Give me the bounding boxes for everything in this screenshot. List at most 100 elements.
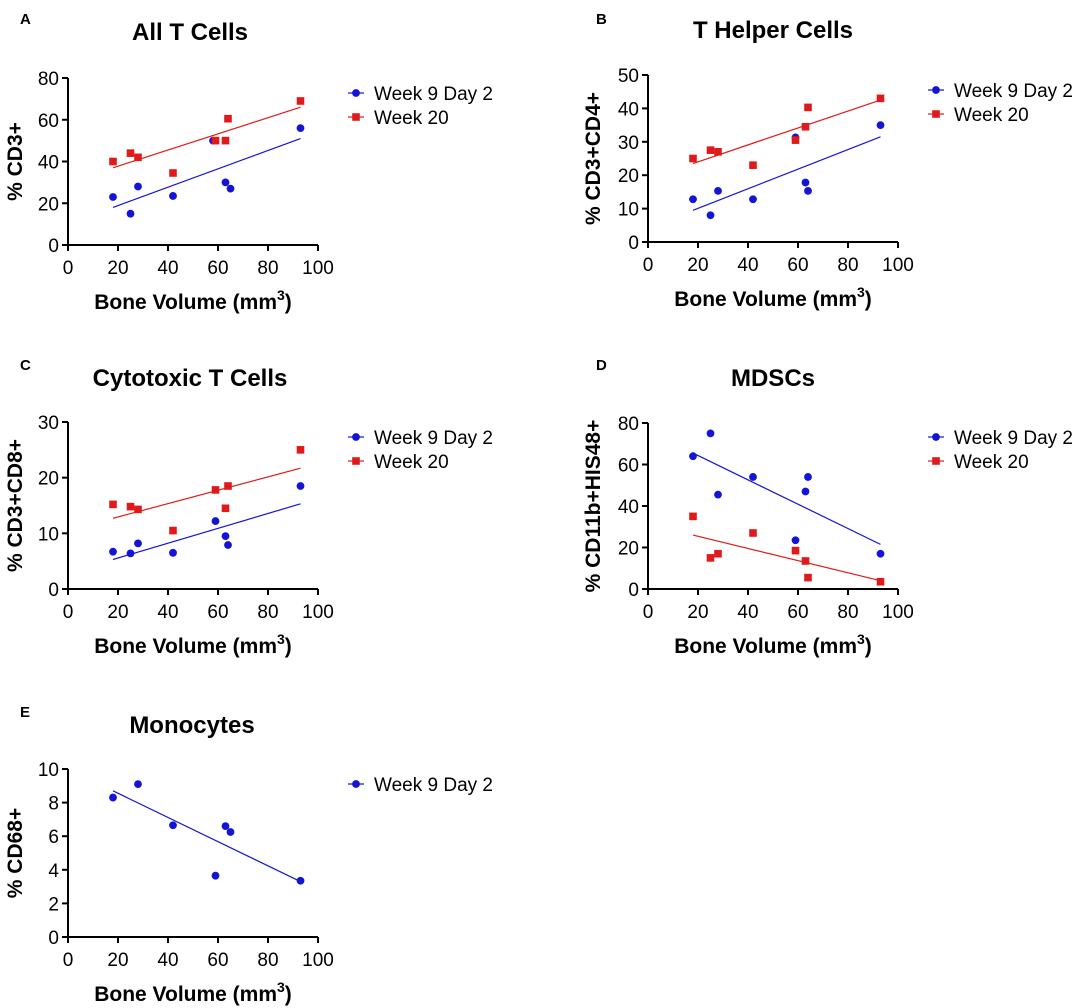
x-tick-label-e: 40 xyxy=(157,950,178,971)
x-tick-label-b: 80 xyxy=(837,255,858,276)
data-point-series-2-c xyxy=(221,504,230,513)
y-tick-label-a: 0 xyxy=(48,236,59,257)
y-tick-label-a: 80 xyxy=(38,69,59,90)
y-tick-label-c: 20 xyxy=(38,469,59,490)
data-point-series-1-d xyxy=(804,473,812,481)
x-tick-label-e: 20 xyxy=(107,950,128,971)
data-point-series-1-b xyxy=(706,211,715,220)
data-point-series-2-a xyxy=(109,157,117,166)
data-point-series-2-b xyxy=(876,94,885,103)
y-tick-label-a: 60 xyxy=(38,111,59,132)
x-tick-label-e: 100 xyxy=(302,950,334,971)
x-axis-label-c: Bone Volume (mm3) xyxy=(94,631,292,658)
x-axis-label-d: Bone Volume (mm3) xyxy=(674,631,872,658)
data-point-series-2-b xyxy=(706,146,715,154)
chart-title-b: T Helper Cells xyxy=(693,17,853,44)
x-tick-label-c: 80 xyxy=(257,602,278,623)
y-tick-label-b: 50 xyxy=(618,66,639,87)
panel-a: A All T Cells 0 20 40 60 80 0 20 40 60 80 100 Bone Vo… xyxy=(4,11,493,314)
series-1-e xyxy=(109,780,305,885)
series-1-b xyxy=(689,121,885,220)
legend-marker-series-2-c xyxy=(352,457,360,465)
x-tick-label-a: 20 xyxy=(107,258,128,279)
data-point-series-1-a xyxy=(134,182,142,191)
x-tick-label-d: 40 xyxy=(737,602,758,623)
data-point-series-2-c xyxy=(296,446,305,454)
y-tick-label-e: 0 xyxy=(48,928,59,949)
y-tick-label-c: 0 xyxy=(48,580,59,601)
data-point-series-2-c xyxy=(126,502,135,511)
y-axis-label-c: % CD3+CD8+ xyxy=(4,439,27,572)
y-tick-label-a: 40 xyxy=(38,153,59,174)
y-tick-label-c: 10 xyxy=(38,524,59,545)
y-tick-label-b: 10 xyxy=(618,200,639,221)
y-tick-label-d: 40 xyxy=(618,497,639,518)
data-point-series-1-d xyxy=(801,487,810,496)
fit-line-series-1-e xyxy=(112,790,301,883)
data-point-series-1-c xyxy=(296,482,305,490)
legend-marker-series-1-e xyxy=(352,780,360,788)
data-point-series-2-a xyxy=(169,169,177,177)
y-tick-label-e: 4 xyxy=(48,861,59,882)
x-tick-label-c: 20 xyxy=(107,602,128,623)
data-point-series-1-e xyxy=(221,822,230,831)
data-point-series-1-c xyxy=(169,548,177,557)
legend-label-series-1-a: Week 9 Day 2 xyxy=(374,84,493,105)
y-tick-label-a: 20 xyxy=(38,194,59,215)
panel-letter-b: B xyxy=(596,11,607,28)
x-tick-label-b: 40 xyxy=(737,255,758,276)
series-2-b xyxy=(689,94,885,169)
data-point-series-1-c xyxy=(134,539,142,548)
data-point-series-2-d xyxy=(804,573,812,582)
legend-marker-series-2-a xyxy=(352,113,360,121)
x-tick-label-c: 60 xyxy=(207,602,228,623)
data-point-series-2-d xyxy=(714,549,722,558)
y-axis-label-a: % CD3+ xyxy=(4,122,27,201)
data-point-series-2-a xyxy=(134,153,142,162)
legend-marker-series-2-b xyxy=(932,110,940,118)
data-point-series-1-b xyxy=(714,186,722,195)
chart-title-c: Cytotoxic T Cells xyxy=(93,365,288,392)
x-tick-label-a: 60 xyxy=(207,258,228,279)
fit-line-series-1-c xyxy=(112,503,301,561)
data-point-series-2-d xyxy=(791,546,800,555)
data-point-series-2-b xyxy=(749,161,757,169)
data-point-series-1-b xyxy=(876,121,885,129)
data-point-series-2-a xyxy=(221,136,230,145)
y-tick-label-b: 40 xyxy=(618,99,639,120)
x-tick-label-c: 40 xyxy=(157,602,178,623)
y-tick-label-b: 30 xyxy=(618,133,639,154)
data-point-series-1-c xyxy=(126,549,135,558)
x-tick-label-a: 100 xyxy=(302,258,334,279)
data-point-series-2-c xyxy=(134,505,142,514)
data-point-series-2-b xyxy=(689,154,697,163)
data-point-series-2-d xyxy=(876,577,885,586)
panel-b: B T Helper Cells 0 10 20 30 40 50 0 20 40 60 80 100 Bo… xyxy=(582,11,1073,311)
data-point-series-2-b xyxy=(804,103,812,112)
series-2-a xyxy=(109,97,305,177)
data-point-series-1-b xyxy=(689,195,697,204)
data-point-series-1-d xyxy=(876,549,885,558)
y-tick-label-b: 0 xyxy=(628,233,639,254)
data-point-series-2-c xyxy=(224,482,232,490)
data-point-series-1-e xyxy=(109,793,117,802)
data-point-series-1-a xyxy=(109,193,117,201)
data-point-series-1-e xyxy=(296,876,305,885)
data-point-series-2-b xyxy=(801,122,810,131)
data-point-series-1-b xyxy=(801,178,810,187)
x-tick-label-b: 0 xyxy=(643,255,654,276)
panel-letter-d: D xyxy=(596,357,607,374)
y-tick-label-e: 2 xyxy=(48,894,59,915)
data-point-series-1-d xyxy=(791,536,800,545)
data-point-series-2-c xyxy=(169,526,177,535)
data-point-series-1-c xyxy=(224,541,232,549)
series-1-c xyxy=(109,482,305,561)
chart-title-d: MDSCs xyxy=(731,365,815,392)
fit-line-series-2-d xyxy=(692,534,881,582)
data-point-series-1-d xyxy=(706,429,715,438)
x-tick-label-b: 60 xyxy=(787,255,808,276)
data-point-series-2-c xyxy=(109,500,117,509)
data-point-series-1-e xyxy=(169,821,177,830)
x-tick-label-e: 80 xyxy=(257,950,278,971)
data-point-series-2-a xyxy=(224,114,232,123)
